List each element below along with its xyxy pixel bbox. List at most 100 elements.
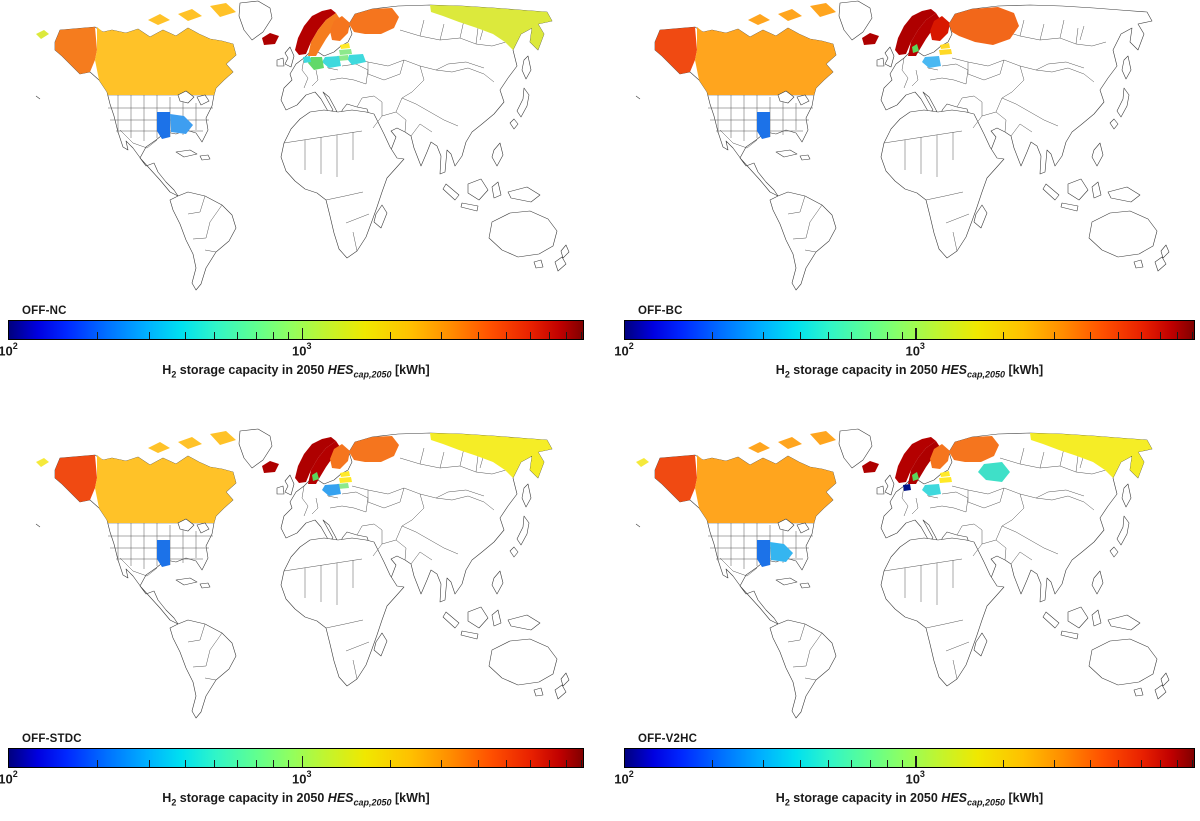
panel-off-nc: OFF-NC 102 103 H2 storage capacity in 20… [0,0,600,410]
colorbar-minor-tick [1160,332,1162,339]
panel-off-bc: OFF-BC 102 103 H2 storage capacity in 20… [600,0,1200,410]
colorbar-major-tick [301,756,304,767]
colorbar-minor-tick [185,760,187,767]
colorbar-minor-tick [389,332,391,339]
colorbar-minor-tick [529,332,531,339]
colorbar-minor-tick [887,332,889,339]
tick-label-100: 102 [614,769,634,787]
region-alaska [54,454,98,503]
colorbar-minor-tick [441,760,443,767]
region-aleutian [635,457,650,468]
tick-label-100: 102 [614,341,634,359]
region-lowcountries [902,483,912,492]
colorbar-minor-tick [441,332,443,339]
colorbar-block: OFF-STDC 102 103 H2 storage capacity in … [0,733,584,808]
region-latvia [938,48,953,56]
colorbar-minor-tick [870,332,872,339]
region-aleutian [35,29,50,40]
panel-off-stdc: OFF-STDC 102 103 H2 storage capacity in … [0,410,600,821]
colorbar-minor-tick [1002,332,1004,339]
region-aleutian [35,457,50,468]
world-map-off-bc [635,0,1170,291]
colorbar-minor-tick [529,760,531,767]
colorbar-caption: H2 storage capacity in 2050 HEScap,2050 … [775,791,1044,808]
tick-label-100: 102 [0,341,18,359]
colorbar-caption: H2 storage capacity in 2050 HEScap,2050 … [162,363,430,380]
colorbar-minor-tick [799,332,801,339]
colorbar-minor-tick [236,760,238,767]
colorbar-minor-tick [870,760,872,767]
colorbar-caption: H2 storage capacity in 2050 HEScap,2050 … [775,363,1044,380]
colorbar-block: OFF-BC 102 103 H2 storage capacity in 20… [614,305,1195,380]
colorbar-minor-tick [581,332,583,339]
colorbar-minor-tick [1140,760,1142,767]
colorbar-axis: 102 103 [0,340,584,362]
colorbar-minor-tick [1089,760,1091,767]
colorbar-minor-tick [1053,760,1055,767]
colorbar-minor-tick [477,332,479,339]
colorbar-minor-tick [213,332,215,339]
tick-label-100: 102 [0,769,18,787]
colorbar-minor-tick [1118,760,1120,767]
colorbar-block: OFF-V2HC 102 103 H2 storage capacity in … [614,733,1195,808]
region-latvia [338,48,353,56]
colorbar-minor-tick [1140,332,1142,339]
colorbar-minor-tick [506,760,508,767]
colorbar-minor-tick [273,760,275,767]
colorbar-minor-tick [273,332,275,339]
colorbar-minor-tick [389,760,391,767]
colorbar [8,320,584,340]
colorbar-minor-tick [256,332,258,339]
colorbar-minor-tick [1177,760,1179,767]
region-iceland [261,32,280,46]
tick-label-1000: 103 [292,341,312,359]
colorbar-major-tick [301,328,304,339]
region-alaska [54,26,98,75]
colorbar-axis: 102 103 [0,768,584,790]
colorbar-minor-tick [712,332,714,339]
colorbar-minor-tick [97,332,99,339]
colorbar-minor-tick [887,760,889,767]
colorbar-minor-tick [1089,332,1091,339]
colorbar-minor-tick [148,760,150,767]
colorbar-minor-tick [549,760,551,767]
colorbar-minor-tick [1118,332,1120,339]
region-iceland [861,460,880,474]
region-iceland [261,460,280,474]
region-alaska [654,26,698,75]
colorbar-minor-tick [288,760,290,767]
colorbar-minor-tick [1177,332,1179,339]
region-iceland [861,32,880,46]
colorbar-minor-tick [185,332,187,339]
colorbar-minor-tick [581,760,583,767]
colorbar-major-tick [915,328,917,339]
colorbar-minor-tick [148,332,150,339]
colorbar-minor-tick [850,332,852,339]
tick-label-1000: 103 [905,769,925,787]
colorbar-minor-tick [827,760,829,767]
colorbar-minor-tick [1192,760,1194,767]
region-latvia [938,476,953,484]
colorbar [624,748,1195,768]
colorbar-minor-tick [763,332,765,339]
region-alaska [654,454,698,503]
tick-label-1000: 103 [292,769,312,787]
tick-label-1000: 103 [905,341,925,359]
world-map-off-stdc [35,428,570,719]
colorbar-minor-tick [288,332,290,339]
colorbar-minor-tick [506,332,508,339]
colorbar-minor-tick [1160,760,1162,767]
colorbar-minor-tick [477,760,479,767]
colorbar-major-tick [915,756,917,767]
scenario-label: OFF-STDC [22,733,82,745]
colorbar-caption: H2 storage capacity in 2050 HEScap,2050 … [162,791,430,808]
colorbar-minor-tick [712,760,714,767]
colorbar-minor-tick [549,332,551,339]
colorbar-minor-tick [236,332,238,339]
colorbar-minor-tick [566,332,568,339]
colorbar [624,320,1195,340]
region-canada [94,430,237,524]
region-canada [694,2,837,96]
scenario-label: OFF-V2HC [638,733,698,745]
